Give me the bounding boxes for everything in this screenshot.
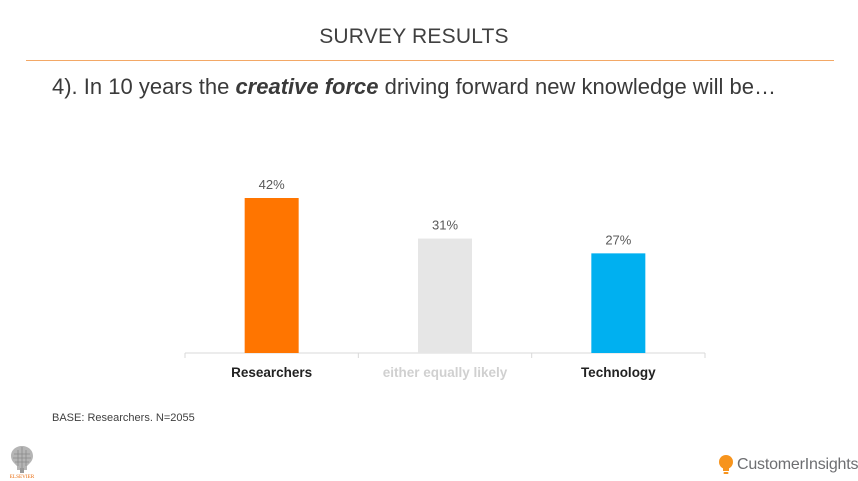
- base-note: BASE: Researchers. N=2055: [52, 412, 195, 424]
- question-emphasis: creative force: [235, 74, 379, 99]
- customer-insights-wordmark: CustomerInsights: [737, 456, 858, 473]
- elsevier-wordmark: ELSEVIER: [10, 474, 35, 480]
- bar-researchers: [244, 198, 299, 353]
- data-label-technology: 27%: [605, 232, 631, 247]
- elsevier-logo: ELSEVIER: [5, 442, 39, 480]
- customer-insights-logo: CustomerInsights: [718, 452, 858, 478]
- lightbulb-icon: [719, 455, 733, 474]
- slide-title: SURVEY RESULTS: [319, 25, 509, 48]
- question-suffix: driving forward new knowledge will be…: [378, 74, 776, 99]
- question-text: 4). In 10 years the creative force drivi…: [52, 74, 812, 99]
- bar-either-equally-likely: [418, 238, 472, 353]
- data-label-researchers: 42%: [259, 177, 285, 192]
- category-label-researchers: Researchers: [231, 365, 312, 380]
- category-label-technology: Technology: [581, 365, 656, 380]
- data-label-either-equally-likely: 31%: [432, 218, 458, 233]
- category-label-either-equally-likely: either equally likely: [383, 365, 508, 380]
- question-prefix: 4). In 10 years the: [52, 74, 236, 99]
- title-divider: [26, 60, 834, 61]
- bar-technology: [591, 253, 646, 353]
